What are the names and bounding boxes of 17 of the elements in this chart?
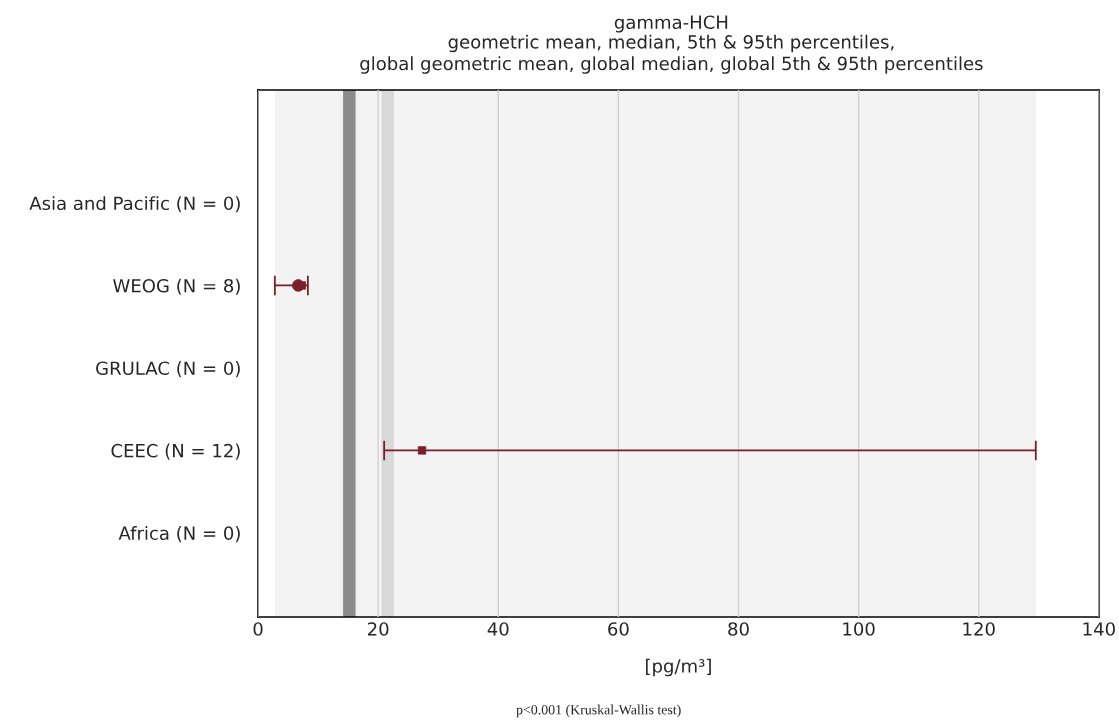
y-tick-label: CEEC (N = 12) — [111, 443, 240, 460]
text: p<0.001 (Kruskal-Wallis test) — [516, 704, 681, 718]
x-tick-label: 60 — [608, 622, 629, 636]
x-tick-label: 0 — [253, 622, 263, 636]
x-tick-label: 80 — [728, 622, 749, 636]
chart-title: gamma-HCH — [614, 15, 728, 33]
y-tick-label: GRULAC (N = 0) — [96, 361, 240, 378]
y-tick-label: Africa (N = 0) — [118, 526, 240, 543]
x-axis-title: [pg/m³] — [646, 658, 711, 677]
y-tick-label: Asia and Pacific (N = 0) — [29, 196, 240, 213]
y-tick-label: WEOG (N = 8) — [113, 278, 240, 295]
chart-subtitle: geometric mean, median, 5th & 95th percentiles, global geometric mean, global median, global 5th & 95th percentiles — [360, 34, 983, 74]
x-tick-label: 40 — [487, 622, 509, 636]
x-tick-label: 120 — [963, 622, 995, 636]
x-tick-label: 140 — [1083, 622, 1115, 636]
x-tick-label: 20 — [367, 622, 389, 636]
x-tick-label: 100 — [843, 622, 875, 636]
